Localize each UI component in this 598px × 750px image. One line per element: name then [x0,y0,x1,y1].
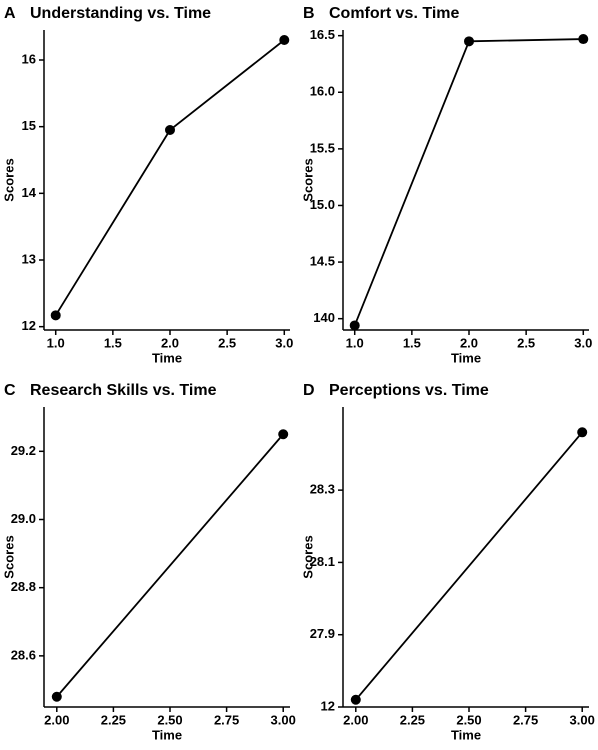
x-tick-label: 2.50 [456,712,481,727]
y-tick-label: 14.5 [310,254,335,269]
y-tick-label: 12 [321,698,335,713]
y-tick-label: 14 [22,185,37,200]
x-tick-label: 3.0 [275,335,293,350]
panel-label: D [303,382,315,399]
x-axis-label: Time [152,350,182,365]
y-tick-label: 29.2 [11,443,36,458]
x-tick-label: 1.0 [47,335,65,350]
y-tick-label: 15 [22,118,36,133]
point [165,125,175,135]
line [355,431,583,701]
line [353,38,584,326]
point [279,35,290,45]
y-tick-label: 15.0 [310,197,335,212]
y-tick-label: 16 [22,51,36,66]
x-tick-label: 3.00 [271,712,296,727]
x-tick-label: 3.00 [570,712,595,727]
x-tick-label: 2.00 [343,712,368,727]
y-tick-label: 16.0 [310,84,335,99]
x-tick-label: 1.0 [346,335,364,350]
point [349,320,360,331]
y-tick-label: 12 [22,318,36,333]
chart-title: Perceptions vs. Time [329,382,489,399]
y-tick-label: 28.1 [310,554,335,569]
x-axis-label: Time [451,727,481,742]
point [50,310,61,321]
y-tick-label: 15.5 [310,140,335,155]
y-axis-label: Scores [300,158,315,201]
chart-title: Comfort vs. Time [329,5,460,22]
chart-title: Understanding vs. Time [30,5,211,22]
y-tick-label: 28.8 [11,579,36,594]
x-tick-label: 2.75 [214,712,239,727]
panel-label: B [303,5,315,22]
y-tick-label: 140 [313,310,335,325]
chart-title: Research Skills vs. Time [30,382,217,399]
x-tick-label: 2.25 [101,712,126,727]
x-tick-label: 2.0 [460,335,478,350]
line [54,39,285,316]
x-tick-label: 2.75 [513,712,538,727]
x-tick-label: 3.0 [574,335,592,350]
point [578,34,589,45]
x-tick-label: 2.5 [218,335,236,350]
y-axis-label: Scores [1,535,16,578]
y-axis-label: Scores [1,158,16,201]
x-tick-label: 2.00 [44,712,69,727]
panel-label: A [4,5,16,22]
y-tick-label: 13 [22,251,36,266]
panel-label: C [4,382,16,399]
line [56,433,284,698]
point [577,427,588,438]
x-tick-label: 1.5 [403,335,421,350]
point [464,36,474,47]
y-axis-label: Scores [300,535,315,578]
x-tick-label: 2.25 [400,712,425,727]
y-tick-label: 27.9 [310,626,335,641]
point [278,429,289,440]
y-tick-label: 28.3 [310,482,335,497]
x-axis-label: Time [152,727,182,742]
x-tick-label: 2.0 [161,335,179,350]
x-tick-label: 2.5 [517,335,535,350]
point [51,691,62,702]
y-tick-label: 28.6 [11,647,36,662]
x-axis-label: Time [451,350,481,365]
point [350,694,361,705]
x-tick-label: 2.50 [157,712,182,727]
y-tick-label: 29.0 [11,511,36,526]
x-tick-label: 1.5 [104,335,122,350]
y-tick-label: 16.5 [310,27,335,42]
